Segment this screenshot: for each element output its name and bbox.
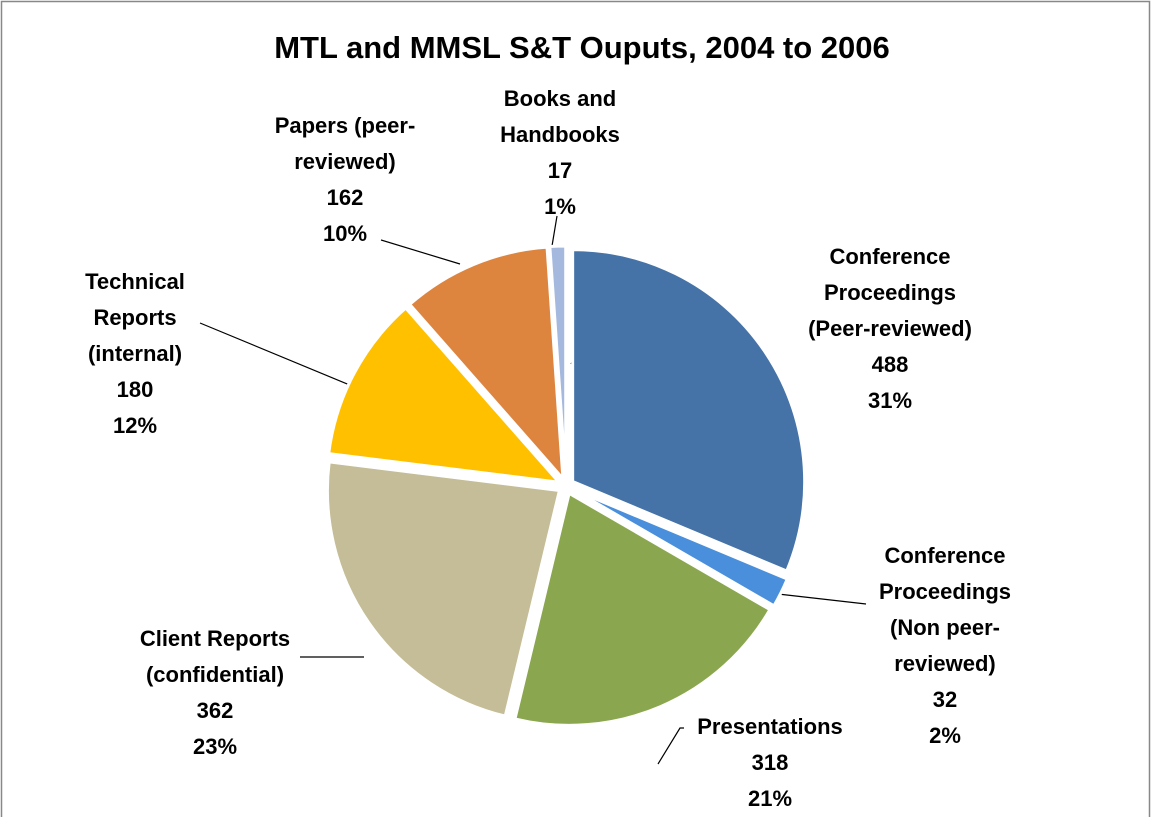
slice-label: (internal) xyxy=(88,341,182,366)
slice-label: Books and xyxy=(504,86,616,111)
slice-label: Papers (peer- xyxy=(275,113,416,138)
pie-slice xyxy=(571,248,807,574)
percent-label: 12% xyxy=(113,413,157,438)
percent-label: 1% xyxy=(544,194,576,219)
slice-label: Technical xyxy=(85,269,185,294)
slice-label: Handbooks xyxy=(500,122,620,147)
leader-line xyxy=(777,593,867,605)
pie-slice xyxy=(513,491,772,727)
value-label: 362 xyxy=(197,698,234,723)
percent-label: 31% xyxy=(868,388,912,413)
slice-label: Proceedings xyxy=(824,280,956,305)
pie-slice xyxy=(327,305,563,485)
slice-label: Conference xyxy=(884,543,1005,568)
percent-label: 2% xyxy=(929,723,961,748)
leader-line xyxy=(380,239,461,265)
slice-label: Client Reports xyxy=(140,626,290,651)
slice-label: Conference xyxy=(829,244,950,269)
percent-label: 10% xyxy=(323,221,367,246)
value-label: 17 xyxy=(548,158,572,183)
slice-label: Presentations xyxy=(697,714,843,739)
pie-slice xyxy=(548,244,568,479)
slice-label: (Non peer- xyxy=(890,615,1000,640)
pie-slice xyxy=(407,245,565,483)
value-label: 318 xyxy=(752,750,789,775)
slice-label: reviewed) xyxy=(294,149,396,174)
percent-label: 21% xyxy=(748,786,792,811)
percent-label: 23% xyxy=(193,734,237,759)
leader-line xyxy=(657,727,684,765)
slice-label: reviewed) xyxy=(894,651,996,676)
leader-line xyxy=(551,215,558,247)
value-label: 32 xyxy=(933,687,957,712)
pie-slice xyxy=(572,488,790,608)
chart-title: MTL and MMSL S&T Ouputs, 2004 to 2006 xyxy=(274,30,890,65)
value-label: 488 xyxy=(872,352,909,377)
slice-label: (Peer-reviewed) xyxy=(808,316,972,341)
value-label: 180 xyxy=(117,377,154,402)
slice-label: (confidential) xyxy=(146,662,284,687)
value-label: 162 xyxy=(327,185,364,210)
slice-label: Proceedings xyxy=(879,579,1011,604)
pie-slice xyxy=(325,460,562,718)
slice-label: Reports xyxy=(93,305,176,330)
